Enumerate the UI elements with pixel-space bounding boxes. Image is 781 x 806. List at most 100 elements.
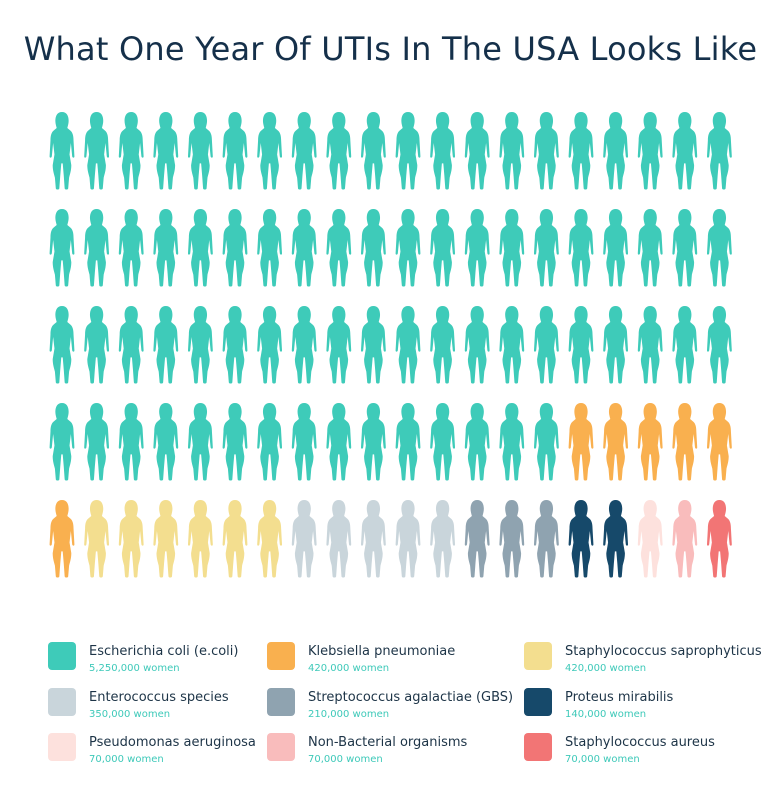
woman-figure <box>222 306 248 384</box>
legend-swatch <box>48 688 76 716</box>
woman-figure <box>118 209 144 287</box>
woman-figure <box>533 209 559 287</box>
legend-label: Pseudomonas aeruginosa <box>89 735 256 750</box>
legend-value: 5,250,000 women <box>89 663 180 674</box>
woman-figure <box>499 500 525 578</box>
legend-value: 70,000 women <box>89 754 164 765</box>
woman-figure <box>706 112 732 190</box>
woman-figure <box>257 306 283 384</box>
legend-swatch <box>524 733 552 761</box>
woman-figure <box>464 209 490 287</box>
woman-figure <box>118 500 144 578</box>
legend-swatch <box>524 688 552 716</box>
woman-figure <box>568 209 594 287</box>
woman-figure <box>118 306 144 384</box>
woman-figure <box>706 209 732 287</box>
woman-figure <box>360 500 386 578</box>
woman-figure <box>153 500 179 578</box>
woman-figure <box>153 403 179 481</box>
woman-figure <box>499 209 525 287</box>
woman-figure <box>84 112 110 190</box>
woman-figure <box>84 306 110 384</box>
legend-swatch <box>524 642 552 670</box>
woman-figure <box>637 209 663 287</box>
woman-figure <box>533 112 559 190</box>
legend-item: Streptococcus agalactiae (GBS) 210,000 wo… <box>267 688 517 728</box>
legend-value: 420,000 women <box>308 663 390 674</box>
woman-figure <box>430 209 456 287</box>
woman-figure <box>222 403 248 481</box>
woman-figure <box>603 209 629 287</box>
woman-figure <box>49 500 75 578</box>
woman-figure <box>395 209 421 287</box>
woman-figure <box>706 306 732 384</box>
woman-figure <box>568 112 594 190</box>
legend-swatch <box>48 733 76 761</box>
legend-label: Escherichia coli (e.coli) <box>89 644 239 659</box>
woman-figure <box>84 209 110 287</box>
woman-figure <box>464 112 490 190</box>
woman-figure <box>464 500 490 578</box>
woman-figure <box>257 209 283 287</box>
woman-figure <box>603 306 629 384</box>
woman-figure <box>499 112 525 190</box>
woman-figure <box>499 403 525 481</box>
legend-value: 70,000 women <box>565 754 640 765</box>
woman-figure <box>187 306 213 384</box>
woman-figure <box>672 403 698 481</box>
woman-figure <box>637 403 663 481</box>
woman-figure <box>326 500 352 578</box>
woman-figure <box>672 209 698 287</box>
woman-figure <box>257 112 283 190</box>
woman-figure <box>84 403 110 481</box>
woman-figure <box>533 306 559 384</box>
woman-figure <box>360 403 386 481</box>
legend-item: Staphylococcus aureus 70,000 women <box>524 733 774 773</box>
woman-figure <box>326 112 352 190</box>
legend-label: Non-Bacterial organisms <box>308 735 468 750</box>
woman-figure <box>49 209 75 287</box>
woman-figure <box>603 500 629 578</box>
legend-item: Non-Bacterial organisms 70,000 women <box>267 733 517 773</box>
woman-figure <box>118 112 144 190</box>
woman-figure <box>153 209 179 287</box>
woman-figure <box>291 112 317 190</box>
woman-figure <box>430 306 456 384</box>
woman-figure <box>533 403 559 481</box>
woman-figure <box>49 306 75 384</box>
woman-figure <box>257 500 283 578</box>
legend-item: Klebsiella pneumoniae 420,000 women <box>267 642 517 682</box>
legend-value: 70,000 women <box>308 754 383 765</box>
legend-swatch <box>267 642 295 670</box>
chart-title: What One Year Of UTIs In The USA Looks L… <box>23 30 758 68</box>
woman-figure <box>360 306 386 384</box>
woman-figure <box>326 306 352 384</box>
legend-label: Klebsiella pneumoniae <box>308 644 456 659</box>
woman-figure <box>568 306 594 384</box>
woman-figure <box>395 306 421 384</box>
woman-figure <box>603 403 629 481</box>
woman-figure <box>222 112 248 190</box>
woman-figure <box>706 500 732 578</box>
woman-figure <box>187 112 213 190</box>
woman-figure <box>672 112 698 190</box>
woman-figure <box>499 306 525 384</box>
woman-figure <box>257 403 283 481</box>
legend-value: 420,000 women <box>565 663 647 674</box>
legend-swatch <box>267 688 295 716</box>
woman-figure <box>222 209 248 287</box>
legend-swatch <box>48 642 76 670</box>
woman-figure <box>291 209 317 287</box>
woman-figure <box>291 403 317 481</box>
woman-figure <box>84 500 110 578</box>
woman-figure <box>395 403 421 481</box>
legend-item: Staphylococcus saprophyticus 420,000 wome… <box>524 642 774 682</box>
woman-figure <box>464 403 490 481</box>
legend-item: Proteus mirabilis 140,000 women <box>524 688 774 728</box>
woman-figure <box>49 112 75 190</box>
legend-swatch <box>267 733 295 761</box>
woman-figure <box>291 306 317 384</box>
woman-figure <box>49 403 75 481</box>
legend-label: Streptococcus agalactiae (GBS) <box>308 690 514 705</box>
woman-figure <box>603 112 629 190</box>
